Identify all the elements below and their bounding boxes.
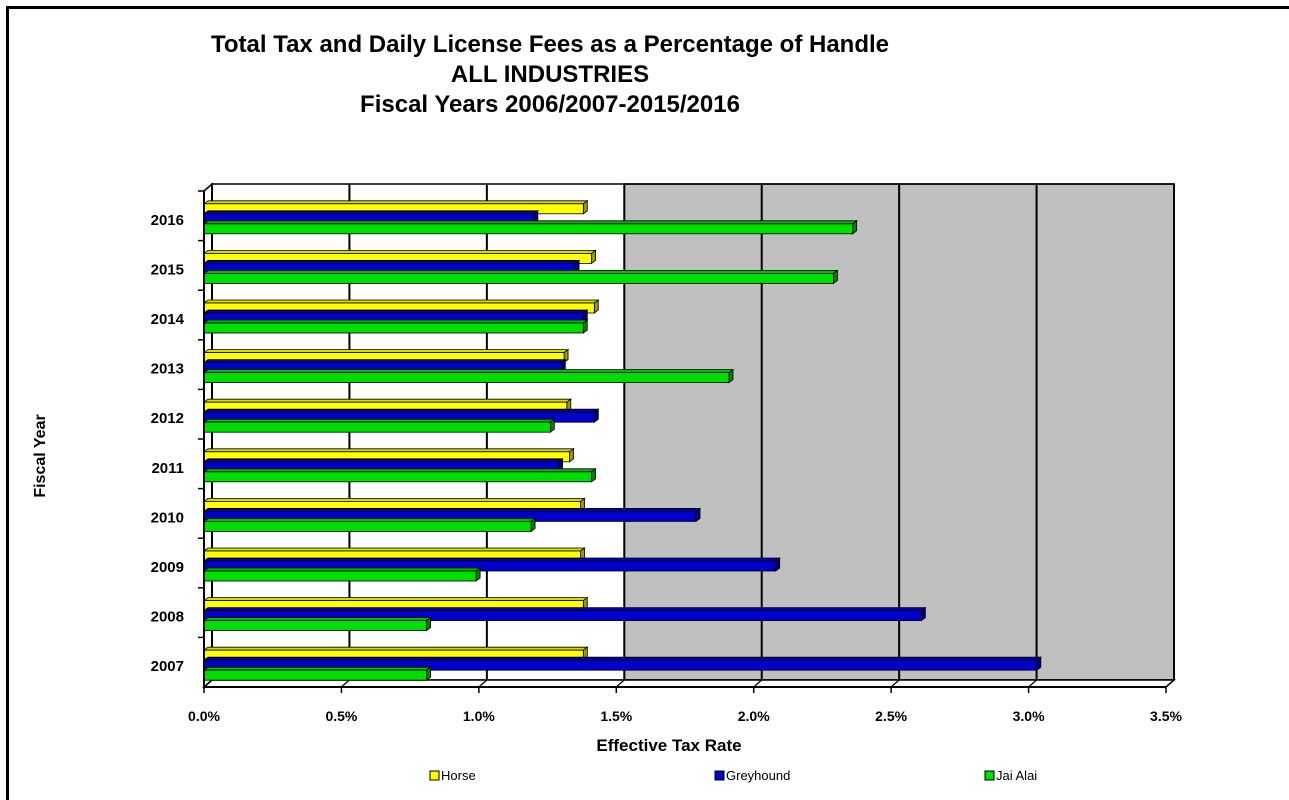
chart-title-line-1: Total Tax and Daily License Fees as a Pe… [210,31,890,58]
bar-jai-alai-2009 [203,570,477,582]
bar-top-face [202,369,735,374]
x-tick-label: 1.5% [600,708,632,724]
bar-top-face [202,597,589,601]
y-tick-label: 2013 [151,361,184,378]
bar-top-face [202,666,432,671]
y-tick-label: 2015 [151,261,184,278]
bar-top-face [202,299,600,304]
bar-top-face [202,646,589,651]
chart-title-line-3: Fiscal Years 2006/2007-2015/2016 [360,91,740,118]
bar-top-face [202,349,570,354]
bar-top-face [202,309,589,314]
bar-jai-alai-2010 [203,521,532,532]
gridline-floor [615,679,625,688]
x-tick-label: 1.0% [463,708,495,724]
legend-label-jai-alai: Jai Alai [996,768,1037,783]
bar-top-face [202,458,564,463]
plot-floor [202,679,1176,688]
x-tick-label: 0.5% [325,708,357,724]
y-tick-label: 2010 [151,509,184,526]
bar-top-face [202,497,586,502]
legend-label-greyhound: Greyhound [726,768,790,783]
gridline-floor [1165,679,1175,688]
bar-top-face [202,249,597,254]
x-tick-label: 2.0% [738,708,770,724]
bar-top-face [202,607,927,611]
bar-jai-alai-2012 [203,421,551,433]
bar-top-face [202,210,540,215]
bar-top-face [202,557,781,562]
bar-top-face [202,518,537,522]
bar-top-face [202,448,575,453]
bar-top-face [202,567,482,572]
legend-swatch-horse [429,770,440,781]
bar-top-face [202,468,597,473]
gridline-floor [341,679,350,688]
bar-top-face [202,418,556,423]
y-axis-title: Fiscal Year [32,414,49,497]
bar-jai-alai-2015 [203,272,834,284]
bar-top-face [202,398,573,403]
bar-jai-alai-2007 [203,669,428,681]
x-tick-label: 0.0% [188,708,220,724]
gridline-floor [890,679,900,688]
bar-jai-alai-2014 [203,322,584,334]
bar-top-face [202,408,600,413]
bar-jai-alai-2008 [203,620,428,631]
gridline-floor [478,679,488,688]
y-tick-label: 2012 [151,410,184,427]
bar-top-face [202,259,581,264]
y-tick-label: 2014 [151,311,185,328]
bar-top-face [202,656,1043,661]
x-tick-label: 3.5% [1150,708,1182,724]
y-tick-label: 2009 [151,559,184,576]
gridline-floor [753,679,763,688]
bar-jai-alai-2011 [203,471,592,483]
bar-top-face [202,220,858,225]
x-axis-title: Effective Tax Rate [596,736,741,755]
bar-jai-alai-2016 [203,223,854,235]
y-tick-label: 2011 [151,460,184,477]
bar-top-face [202,617,432,621]
bar-top-face [202,319,589,324]
legend-swatch-jai-alai [984,770,995,781]
legend-swatch-greyhound [714,770,725,781]
y-tick-label: 2008 [151,609,184,626]
y-tick-label: 2016 [151,212,184,229]
gridline-floor [203,679,213,688]
bar-top-face [202,269,839,274]
gridline-floor [1028,679,1037,688]
chart-title-line-2: ALL INDUSTRIES [450,61,650,88]
bar-top-face [202,359,567,364]
bar-top-face [202,200,589,205]
legend-label-horse: Horse [441,768,476,783]
y-tick-label: 2007 [151,658,184,675]
chart-frame [6,6,1289,800]
x-tick-label: 3.0% [1013,708,1045,724]
bar-top-face [202,547,586,552]
bar-top-face [202,507,702,512]
x-tick-label: 2.5% [875,708,907,724]
bar-jai-alai-2013 [203,372,730,384]
